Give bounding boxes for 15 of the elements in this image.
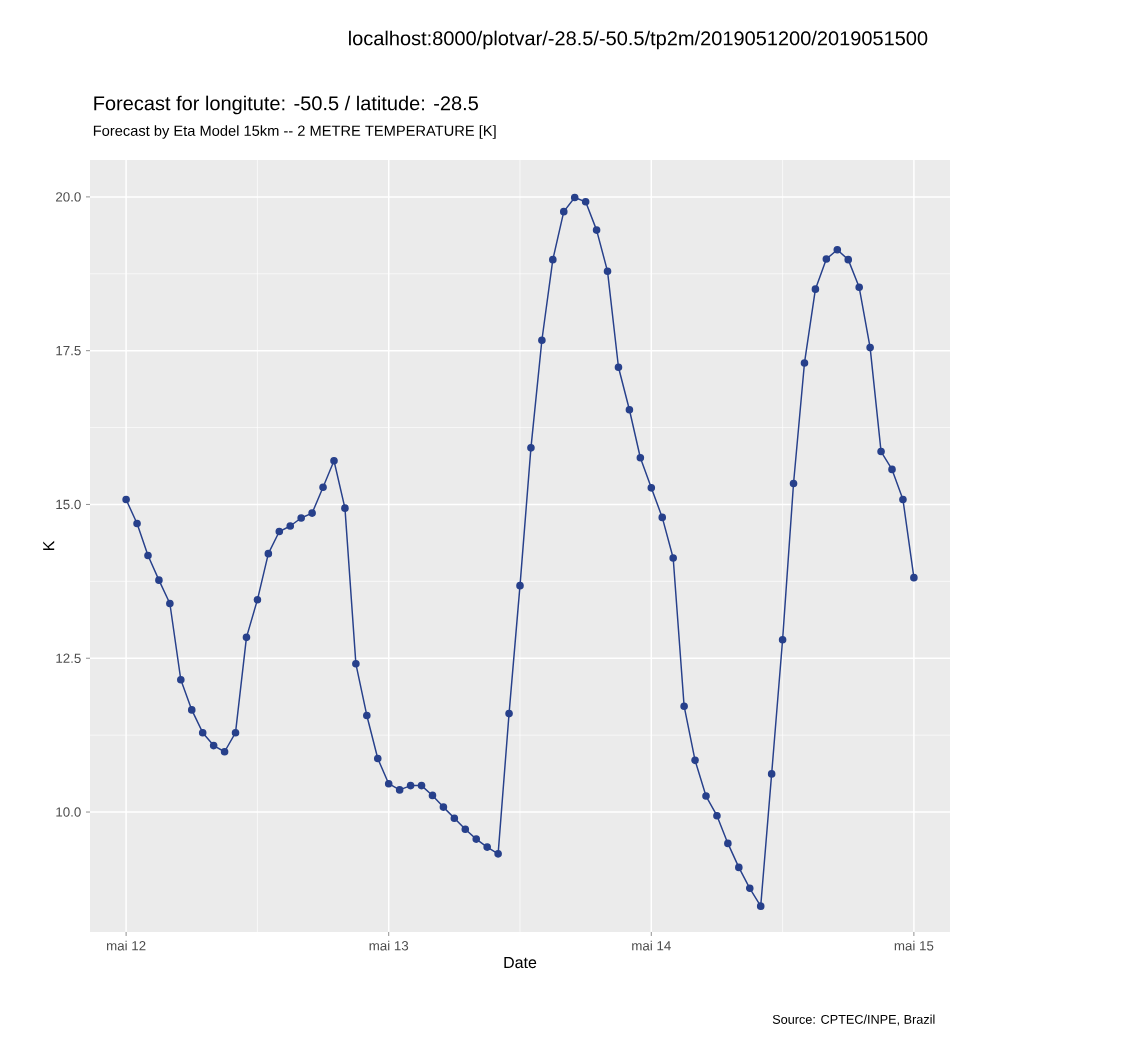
- y-tick-label: 12.5: [56, 653, 81, 663]
- x-tick-label: mai 14: [632, 940, 671, 951]
- y-axis-title: K: [43, 540, 55, 550]
- x-tick-label: mai 12: [106, 940, 146, 951]
- y-tick-label: 17.5: [56, 346, 81, 356]
- x-tick-label: mai 13: [369, 940, 409, 951]
- y-tick-label: 10.0: [56, 807, 81, 817]
- y-tick-label: 20.0: [56, 192, 81, 202]
- x-tick-label: mai 15: [894, 940, 934, 951]
- x-axis-title: Date: [504, 956, 537, 969]
- chart-subtitle: Forecast by Eta Model 15km -- 2 METRE TEMPERATURE [K]: [93, 125, 496, 139]
- y-tick-label: 15.0: [56, 499, 81, 510]
- source-note: Source: CPTEC/INPE, Brazil: [772, 1014, 935, 1026]
- chart-title: Forecast for longitute: -50.5 / latitude: -28.5: [94, 95, 478, 115]
- text: localhost:8000/plotvar/-28.5/-50.5/tp2m/2019051200/2019051500: [349, 30, 928, 50]
